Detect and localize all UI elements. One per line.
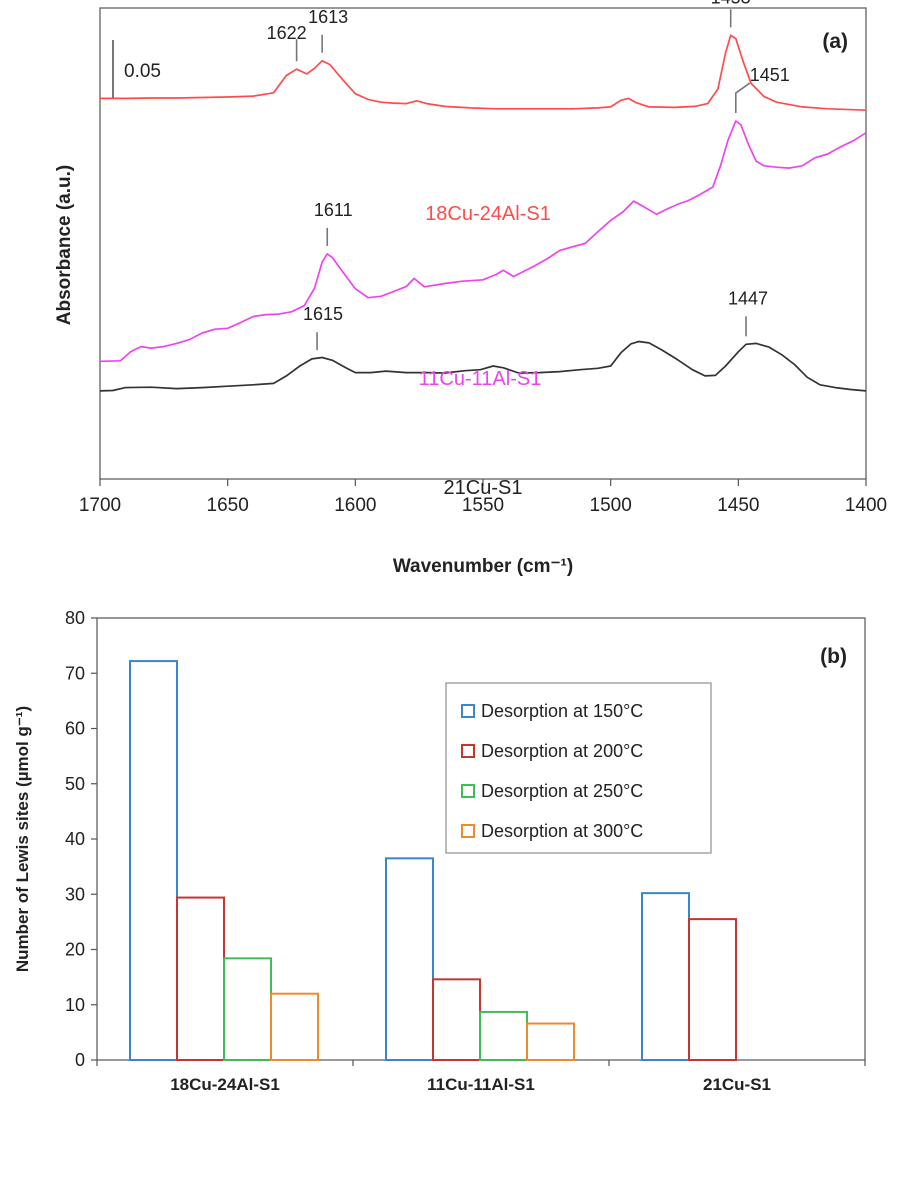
annotation-leader-1451: [734, 82, 751, 114]
x-tick-label-1450: 1450: [717, 495, 759, 516]
bar-18cu-24al-s1-3: [270, 992, 319, 1062]
panel-b-bars: [129, 660, 737, 1062]
annotation-1611: 1611: [314, 200, 353, 220]
x-tick-label-1500: 1500: [590, 495, 632, 516]
bar-18cu-24al-s1-1: [176, 896, 225, 1061]
bar-21cu-s1-0: [641, 892, 690, 1062]
panel-a-x-ticks: 1700 1650 1600 1550 1500 1450 1400: [79, 479, 887, 516]
legend-swatch-0: [461, 704, 475, 718]
y-tick-label-50: 50: [65, 774, 85, 794]
panel-a-y-axis-title: Absorbance (a.u.): [54, 165, 75, 325]
y-tick-label-0: 0: [75, 1050, 85, 1070]
bar-11cu-11al-s1-3: [526, 1022, 575, 1061]
bar-18cu-24al-s1-2: [223, 957, 272, 1062]
panel-b-y-axis-title: Number of Lewis sites (µmol g⁻¹): [13, 706, 32, 972]
bar-21cu-s1-1: [688, 918, 737, 1061]
panel-a-series: [99, 34, 867, 392]
x-tick-label-1700: 1700: [79, 495, 121, 516]
series-label-21cu-s1: 21Cu-S1: [444, 477, 523, 499]
series-line-18cu-24al-s1: [100, 34, 867, 112]
panel-b-label: (b): [820, 645, 847, 668]
category-label-11cu-11al-s1: 11Cu-11Al-S1: [427, 1075, 535, 1094]
series-line-11cu-11al-s1: [99, 120, 867, 363]
annotation-1622: 1622: [267, 23, 307, 43]
x-tick-label-1550: 1550: [462, 495, 504, 516]
panel-a-x-axis-title: Wavenumber (cm⁻¹): [393, 556, 573, 577]
panel-a-label: (a): [822, 30, 848, 53]
series-line-21cu-s1: [99, 340, 867, 392]
y-tick-label-20: 20: [65, 940, 85, 960]
series-label-18cu-24al-s1: 18Cu-24Al-S1: [425, 203, 551, 225]
bar-11cu-11al-s1-2: [479, 1010, 528, 1061]
bar-11cu-11al-s1-0: [385, 857, 434, 1062]
annotation-1447: 1447: [728, 288, 768, 308]
legend-label-3: Desorption at 300°C: [481, 821, 643, 841]
y-tick-label-40: 40: [65, 829, 85, 849]
panel-b: 0 10 20 30 40 50 60 70 80 18Cu-24Al-S1 11Cu-11Al-…: [13, 608, 866, 1094]
y-tick-label-70: 70: [65, 663, 85, 683]
y-tick-label-30: 30: [65, 884, 85, 904]
series-label-11cu-11al-s1: 11Cu-11Al-S1: [419, 368, 542, 390]
x-tick-label-1650: 1650: [207, 495, 249, 516]
legend-box: [445, 682, 712, 854]
annotation-1453: 1453: [711, 0, 751, 7]
scale-bar-label: 0.05: [124, 61, 161, 82]
bar-11cu-11al-s1-1: [432, 978, 481, 1062]
legend-label-0: Desorption at 150°C: [481, 701, 643, 721]
legend: Desorption at 150°C Desorption at 200°C De…: [445, 682, 712, 854]
bar-18cu-24al-s1-0: [129, 660, 178, 1061]
y-tick-label-10: 10: [65, 995, 85, 1015]
annotation-1451: 1451: [750, 65, 790, 85]
legend-swatch-2: [461, 784, 475, 798]
legend-label-1: Desorption at 200°C: [481, 741, 643, 761]
category-label-21cu-s1: 21Cu-S1: [703, 1075, 771, 1094]
y-tick-label-60: 60: [65, 719, 85, 739]
legend-entries: Desorption at 150°C Desorption at 200°C De…: [461, 701, 643, 841]
x-tick-label-1400: 1400: [845, 495, 887, 516]
x-tick-label-1600: 1600: [334, 495, 376, 516]
annotation-1613: 1613: [308, 7, 348, 27]
y-tick-label-80: 80: [65, 608, 85, 628]
category-label-18cu-24al-s1: 18Cu-24Al-S1: [170, 1075, 280, 1094]
legend-swatch-1: [461, 744, 475, 758]
legend-swatch-3: [461, 824, 475, 838]
annotation-1615: 1615: [303, 304, 343, 324]
panel-b-y-ticks: 0 10 20 30 40 50 60 70 80: [65, 608, 97, 1070]
legend-label-2: Desorption at 250°C: [481, 781, 643, 801]
panel-b-category-labels: 18Cu-24Al-S1 11Cu-11Al-S1 21Cu-S1: [96, 1060, 866, 1094]
